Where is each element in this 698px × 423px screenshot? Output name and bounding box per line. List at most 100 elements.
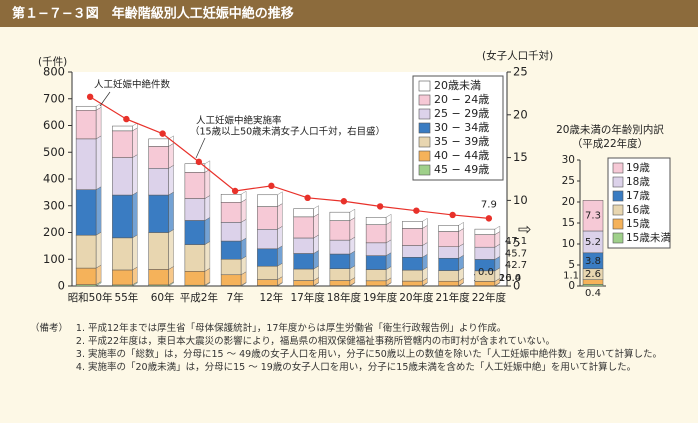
bar-side xyxy=(95,106,102,140)
bar-side xyxy=(168,142,174,169)
bar-side xyxy=(95,102,102,111)
bar-segment xyxy=(293,268,314,281)
legend-swatch xyxy=(612,204,624,216)
bar-side xyxy=(204,217,211,245)
bar-segment xyxy=(257,265,278,280)
data-label: 2.6 xyxy=(585,269,601,280)
bar-side xyxy=(204,195,211,221)
bar-segment xyxy=(329,253,351,269)
legend-label: 45 − 49歳 xyxy=(434,163,489,176)
note: 実施率の「総数」は，分母に15 ～ 49歳の女子人口を用い，分子に50歳以上の数… xyxy=(88,348,680,361)
data-label: 47.1 xyxy=(505,236,527,247)
bar-side xyxy=(385,213,392,226)
y-tick-label: 15 xyxy=(562,217,575,229)
rate-point xyxy=(86,93,94,101)
data-label: 42.7 xyxy=(505,260,527,271)
leader xyxy=(195,137,206,159)
rate-label: 7.9 xyxy=(481,199,497,210)
bar-side xyxy=(95,186,102,236)
bar-segment xyxy=(293,253,314,270)
rate-point xyxy=(231,187,239,195)
x-tick-label: 7年 xyxy=(227,291,244,304)
bar-segment xyxy=(402,269,423,282)
bar-segment xyxy=(329,280,351,286)
bar-side xyxy=(132,234,138,271)
bar-segment xyxy=(438,231,459,247)
notes-list: 平成12年までは厚生省「母体保護統計」，17年度からは厚生労働省「衛生行政報告例… xyxy=(30,322,680,374)
bar-segment xyxy=(474,246,496,260)
bar-segment xyxy=(112,237,133,271)
legend-label: 40 − 44歳 xyxy=(434,149,489,162)
legend-swatch xyxy=(612,218,624,230)
bar-segment xyxy=(184,244,206,272)
legend-swatch xyxy=(612,232,624,244)
y2-tick-label: 25 xyxy=(513,65,528,79)
bar-side xyxy=(95,264,102,286)
bar-segment xyxy=(257,248,278,267)
legend-swatch xyxy=(418,150,431,162)
bar-segment xyxy=(220,202,242,223)
bar-side xyxy=(422,217,428,229)
bar-side xyxy=(422,224,428,246)
rate-point xyxy=(413,207,420,214)
notes: （備考） 平成12年までは厚生省「母体保護統計」，17年度からは厚生労働省「衛生… xyxy=(30,322,680,374)
bar-segment xyxy=(220,259,242,276)
bar-segment xyxy=(112,157,133,196)
bar-segment xyxy=(329,211,351,221)
bar-segment xyxy=(112,125,133,132)
bar-side xyxy=(168,229,174,270)
x-tick-label: 平成2年 xyxy=(180,291,218,304)
legend-label: 20 − 24歳 xyxy=(434,93,489,106)
data-label: 3.8 xyxy=(585,256,601,267)
bar-segment xyxy=(148,168,169,196)
y2-tick-label: 0 xyxy=(513,279,520,293)
y-axis-label: (千件) xyxy=(38,56,67,68)
legend-swatch xyxy=(612,176,624,188)
bar-segment xyxy=(220,193,242,203)
bar-side xyxy=(95,231,102,269)
bar-segment xyxy=(257,279,278,286)
bar-segment xyxy=(220,240,242,260)
bar-segment xyxy=(365,280,387,286)
x-tick-label: 12年 xyxy=(259,291,283,304)
bar-segment xyxy=(184,220,206,245)
rate-line xyxy=(89,96,489,219)
bar-segment xyxy=(365,217,387,225)
data-label: 7.3 xyxy=(585,211,601,222)
rate-point xyxy=(449,211,456,219)
legend-label: 30 − 34歳 xyxy=(434,121,489,134)
bar-side xyxy=(240,190,247,203)
bar-segment xyxy=(365,255,387,270)
y-tick-label: 10 xyxy=(562,238,575,250)
bar-segment xyxy=(293,280,314,286)
bar-segment xyxy=(402,280,423,286)
bar-segment xyxy=(582,279,604,285)
rate-point xyxy=(376,203,384,210)
y-tick-label: 100 xyxy=(43,252,65,266)
x-tick-label: 19年度 xyxy=(363,291,398,304)
legend-label: 15歳 xyxy=(626,218,650,230)
bar-segment xyxy=(402,257,423,271)
bar-segment xyxy=(329,220,351,241)
annotation: 0.0 xyxy=(478,267,494,278)
bar-segment xyxy=(402,221,423,229)
bar-side xyxy=(240,218,247,242)
bar-side xyxy=(385,221,392,244)
bar-segment xyxy=(184,172,206,199)
bar-segment xyxy=(293,208,314,218)
legend-swatch xyxy=(418,164,431,176)
bar-side xyxy=(277,191,283,207)
bar-segment xyxy=(293,237,314,254)
rate-point xyxy=(195,158,203,166)
bar-side xyxy=(132,154,138,196)
bar-segment xyxy=(474,234,496,248)
chart-title: 第１−７−３図 年齢階級別人工妊娠中絶の推移 xyxy=(12,6,294,22)
bar-segment xyxy=(112,194,133,239)
x-tick-label: 21年度 xyxy=(435,291,470,304)
bar-segment xyxy=(184,198,206,221)
bar-side xyxy=(458,221,464,232)
data-label: 0.4 xyxy=(585,288,601,299)
y2-axis-label: (女子人口千対) xyxy=(482,49,553,62)
rate-point xyxy=(304,194,311,202)
bar-segment xyxy=(329,268,351,281)
